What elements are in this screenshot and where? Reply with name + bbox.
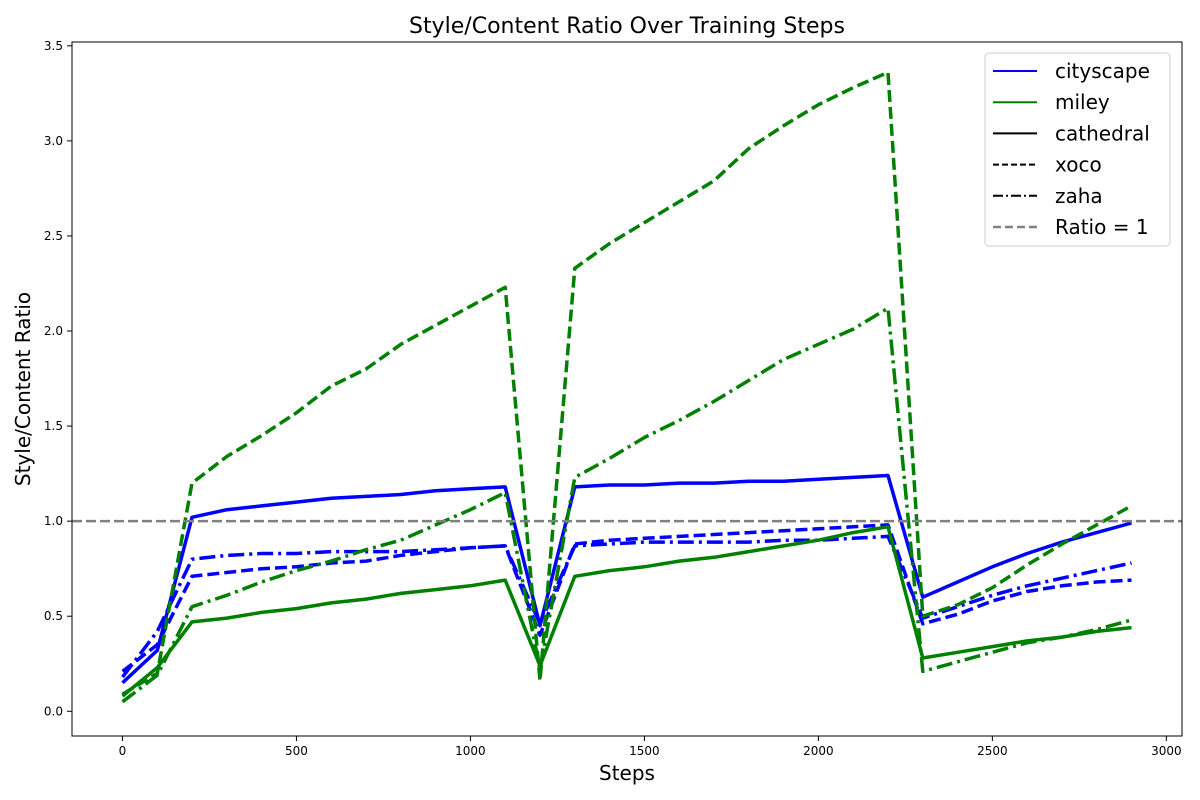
y-tick-label: 3.5 (44, 39, 63, 53)
x-tick-label: 2500 (977, 744, 1008, 758)
x-tick-label: 1000 (455, 744, 486, 758)
series-line-miley-xoco (121, 70, 1133, 696)
y-axis: 0.0 0.5 1.0 1.5 2.0 2.5 3.0 3.5 (44, 39, 72, 718)
legend-label: cityscape (1055, 59, 1150, 83)
legend-label: cathedral (1055, 121, 1150, 145)
y-tick-label: 0.0 (44, 704, 63, 718)
series-layer (121, 70, 1133, 704)
x-tick-label: 0 (119, 744, 127, 758)
x-tick-label: 1500 (629, 744, 660, 758)
plot-frame (71, 41, 1183, 737)
series-line-cityscape-cathedral (121, 473, 1132, 685)
x-axis: 0 500 1000 1500 2000 2500 3000 (119, 736, 1182, 758)
y-axis-label: Style/Content Ratio (11, 292, 35, 486)
series-line-miley-zaha (121, 306, 1132, 704)
y-tick-label: 2.5 (44, 229, 63, 243)
legend-label: xoco (1055, 153, 1102, 177)
series-line-cityscape-zaha (121, 534, 1132, 679)
legend-label: Ratio = 1 (1055, 215, 1149, 239)
x-tick-label: 2000 (803, 744, 834, 758)
y-tick-label: 0.5 (44, 609, 63, 623)
legend-label: zaha (1055, 184, 1103, 208)
y-tick-label: 1.0 (44, 514, 63, 528)
chart-title: Style/Content Ratio Over Training Steps (409, 14, 845, 39)
x-tick-label: 3000 (1151, 744, 1182, 758)
legend: cityscape miley cathedral xoco zaha Ratio = 1 (984, 52, 1171, 247)
series-line-miley-cathedral (121, 525, 1132, 698)
y-tick-label: 3.0 (44, 134, 63, 148)
y-tick-label: 1.5 (44, 419, 63, 433)
x-axis-label: Steps (599, 761, 655, 785)
x-tick-label: 500 (285, 744, 308, 758)
y-tick-label: 2.0 (44, 324, 63, 338)
legend-label: miley (1055, 90, 1110, 114)
series-line-cityscape-xoco (121, 523, 1132, 673)
